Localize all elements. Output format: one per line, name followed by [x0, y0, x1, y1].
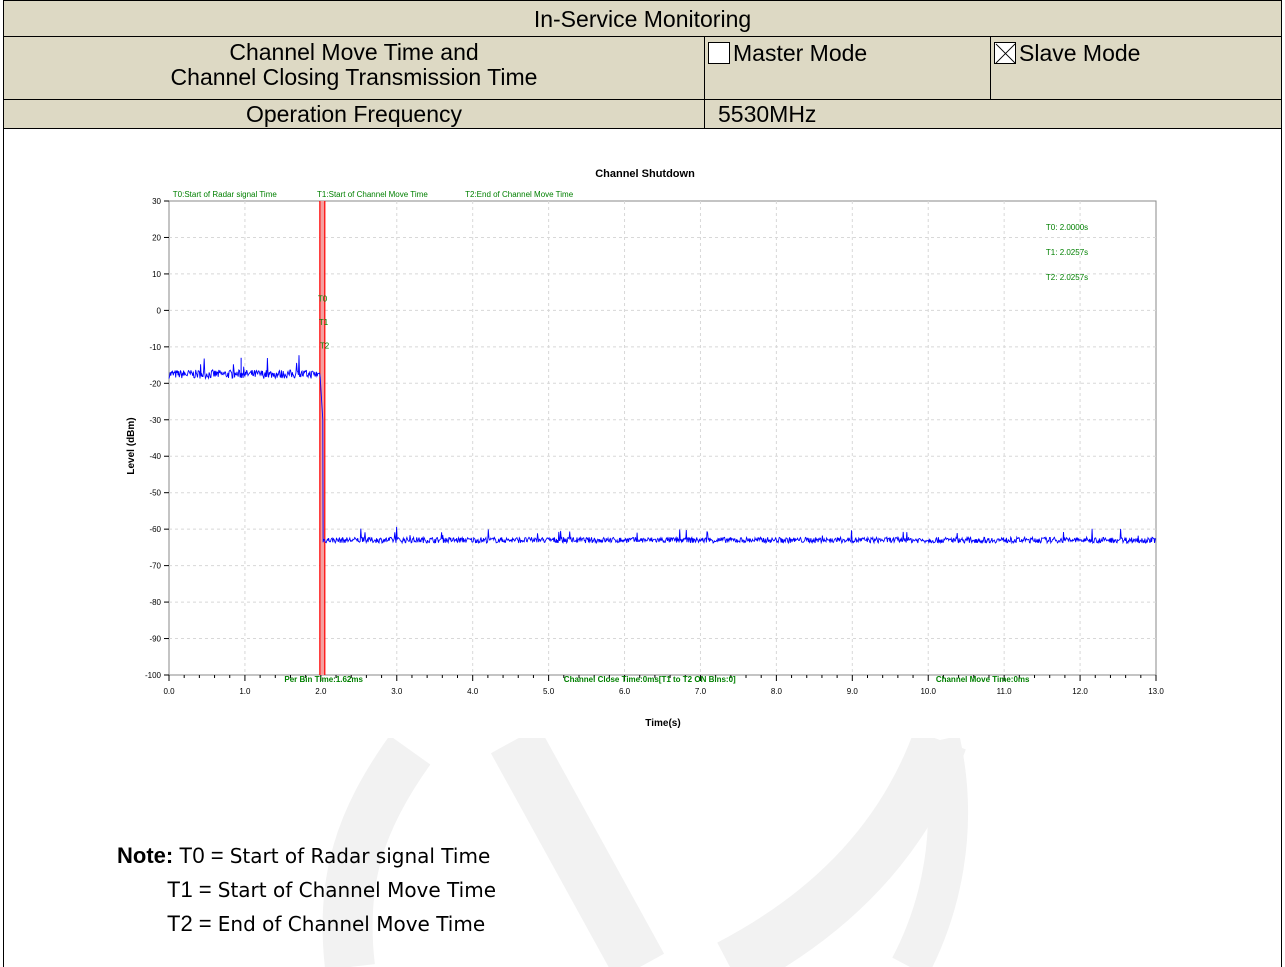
marker-value-t1: T1: 2.0257s [1046, 248, 1088, 257]
x-tick-label: 13.0 [1148, 687, 1164, 696]
y-tick-label: -40 [149, 452, 161, 461]
note-t2-desc: End of Channel Move Time [217, 912, 486, 936]
master-mode-checkbox [708, 42, 730, 64]
x-tick-label: 3.0 [391, 687, 403, 696]
x-tick-label: 0.0 [163, 687, 175, 696]
master-mode-option: Master Mode [708, 41, 867, 66]
frequency-row: Operation Frequency 5530MHz [4, 100, 1281, 129]
note-t1-desc: Start of Channel Move Time [217, 878, 497, 902]
title-row: In-Service Monitoring [4, 1, 1281, 37]
top-annotation: T1:Start of Channel Move Time [317, 190, 428, 199]
slave-mode-checkbox [994, 42, 1016, 64]
note-block: Note: T0 = Start of Radar signal Time T1… [117, 839, 496, 941]
section-title: In-Service Monitoring [533, 6, 752, 32]
y-tick-label: -100 [145, 671, 162, 680]
chart-title: Channel Shutdown [595, 168, 695, 180]
x-tick-label: 7.0 [695, 687, 707, 696]
x-tick-label: 1.0 [239, 687, 251, 696]
y-tick-label: -10 [149, 343, 161, 352]
marker-band [319, 201, 325, 675]
plot-area [168, 200, 1157, 676]
marker-label-t2: T2 [320, 342, 330, 351]
frequency-label: Operation Frequency [245, 101, 463, 127]
series-trace [168, 355, 1157, 545]
note-t2-key: T2 = [167, 911, 218, 936]
note-t1-key: T1 = [167, 877, 218, 902]
bottom-annotation: Per Bin Time:1.62ms [284, 675, 363, 684]
slave-mode-label: Slave Mode [1019, 40, 1141, 66]
x-tick-label: 12.0 [1072, 687, 1088, 696]
test-name: Channel Move Time and Channel Closing Tr… [4, 40, 704, 90]
bottom-annotation: Channel Close Time:0ms[T1 to T2 ON Bins:… [564, 675, 736, 684]
slave-mode-option: Slave Mode [994, 41, 1140, 66]
top-annotation: T2:End of Channel Move Time [465, 190, 574, 199]
y-tick-label: 0 [157, 306, 162, 315]
y-tick-label: -20 [149, 379, 161, 388]
x-tick-label: 5.0 [543, 687, 555, 696]
divider [704, 100, 705, 128]
divider [704, 37, 705, 99]
y-tick-label: -50 [149, 489, 161, 498]
top-annotation: T0:Start of Radar signal Time [173, 190, 278, 199]
x-tick-label: 11.0 [997, 687, 1013, 696]
y-tick-label: 10 [152, 270, 161, 279]
marker-value-t2: T2: 2.0257s [1046, 273, 1088, 282]
channel-shutdown-chart: Channel Shutdown 0.0 1.0 2.0 3.0 4.0 5.0 6.0 7.… [118, 158, 1173, 738]
x-tick-label: 4.0 [467, 687, 479, 696]
y-tick-label: 30 [152, 197, 161, 206]
y-tick-label: -90 [149, 635, 161, 644]
marker-label-t1: T1 [319, 318, 329, 327]
x-tick-label: 6.0 [619, 687, 631, 696]
watermark-logo [322, 730, 968, 967]
divider [990, 37, 991, 99]
master-mode-label: Master Mode [733, 40, 868, 66]
x-axis-label: Time(s) [645, 718, 680, 729]
test-name-line2: Channel Closing Transmission Time [170, 64, 538, 90]
note-t0-desc: Start of Radar signal Time [229, 844, 491, 868]
y-tick-label: 20 [152, 233, 161, 242]
y-axis-label: Level (dBm) [126, 417, 137, 474]
y-tick-label: -30 [149, 416, 161, 425]
bottom-annotation: Channel Move Time:0ms [936, 675, 1030, 684]
y-tick-label: -60 [149, 525, 161, 534]
note-label: Note: [117, 843, 174, 868]
marker-label-t0: T0 [318, 294, 328, 303]
x-tick-label: 9.0 [847, 687, 859, 696]
test-row: Channel Move Time and Channel Closing Tr… [4, 37, 1281, 100]
x-tick-label: 10.0 [920, 687, 936, 696]
frequency-value: 5530MHz [718, 101, 817, 127]
x-tick-label: 8.0 [771, 687, 783, 696]
marker-value-t0: T0: 2.0000s [1046, 223, 1088, 232]
test-name-line1: Channel Move Time and [229, 39, 479, 65]
report-frame: In-Service Monitoring Channel Move Time … [3, 0, 1282, 967]
x-tick-label: 2.0 [315, 687, 327, 696]
note-t0-key: T0 = [178, 843, 230, 868]
y-tick-label: -80 [149, 598, 161, 607]
y-tick-label: -70 [149, 562, 161, 571]
